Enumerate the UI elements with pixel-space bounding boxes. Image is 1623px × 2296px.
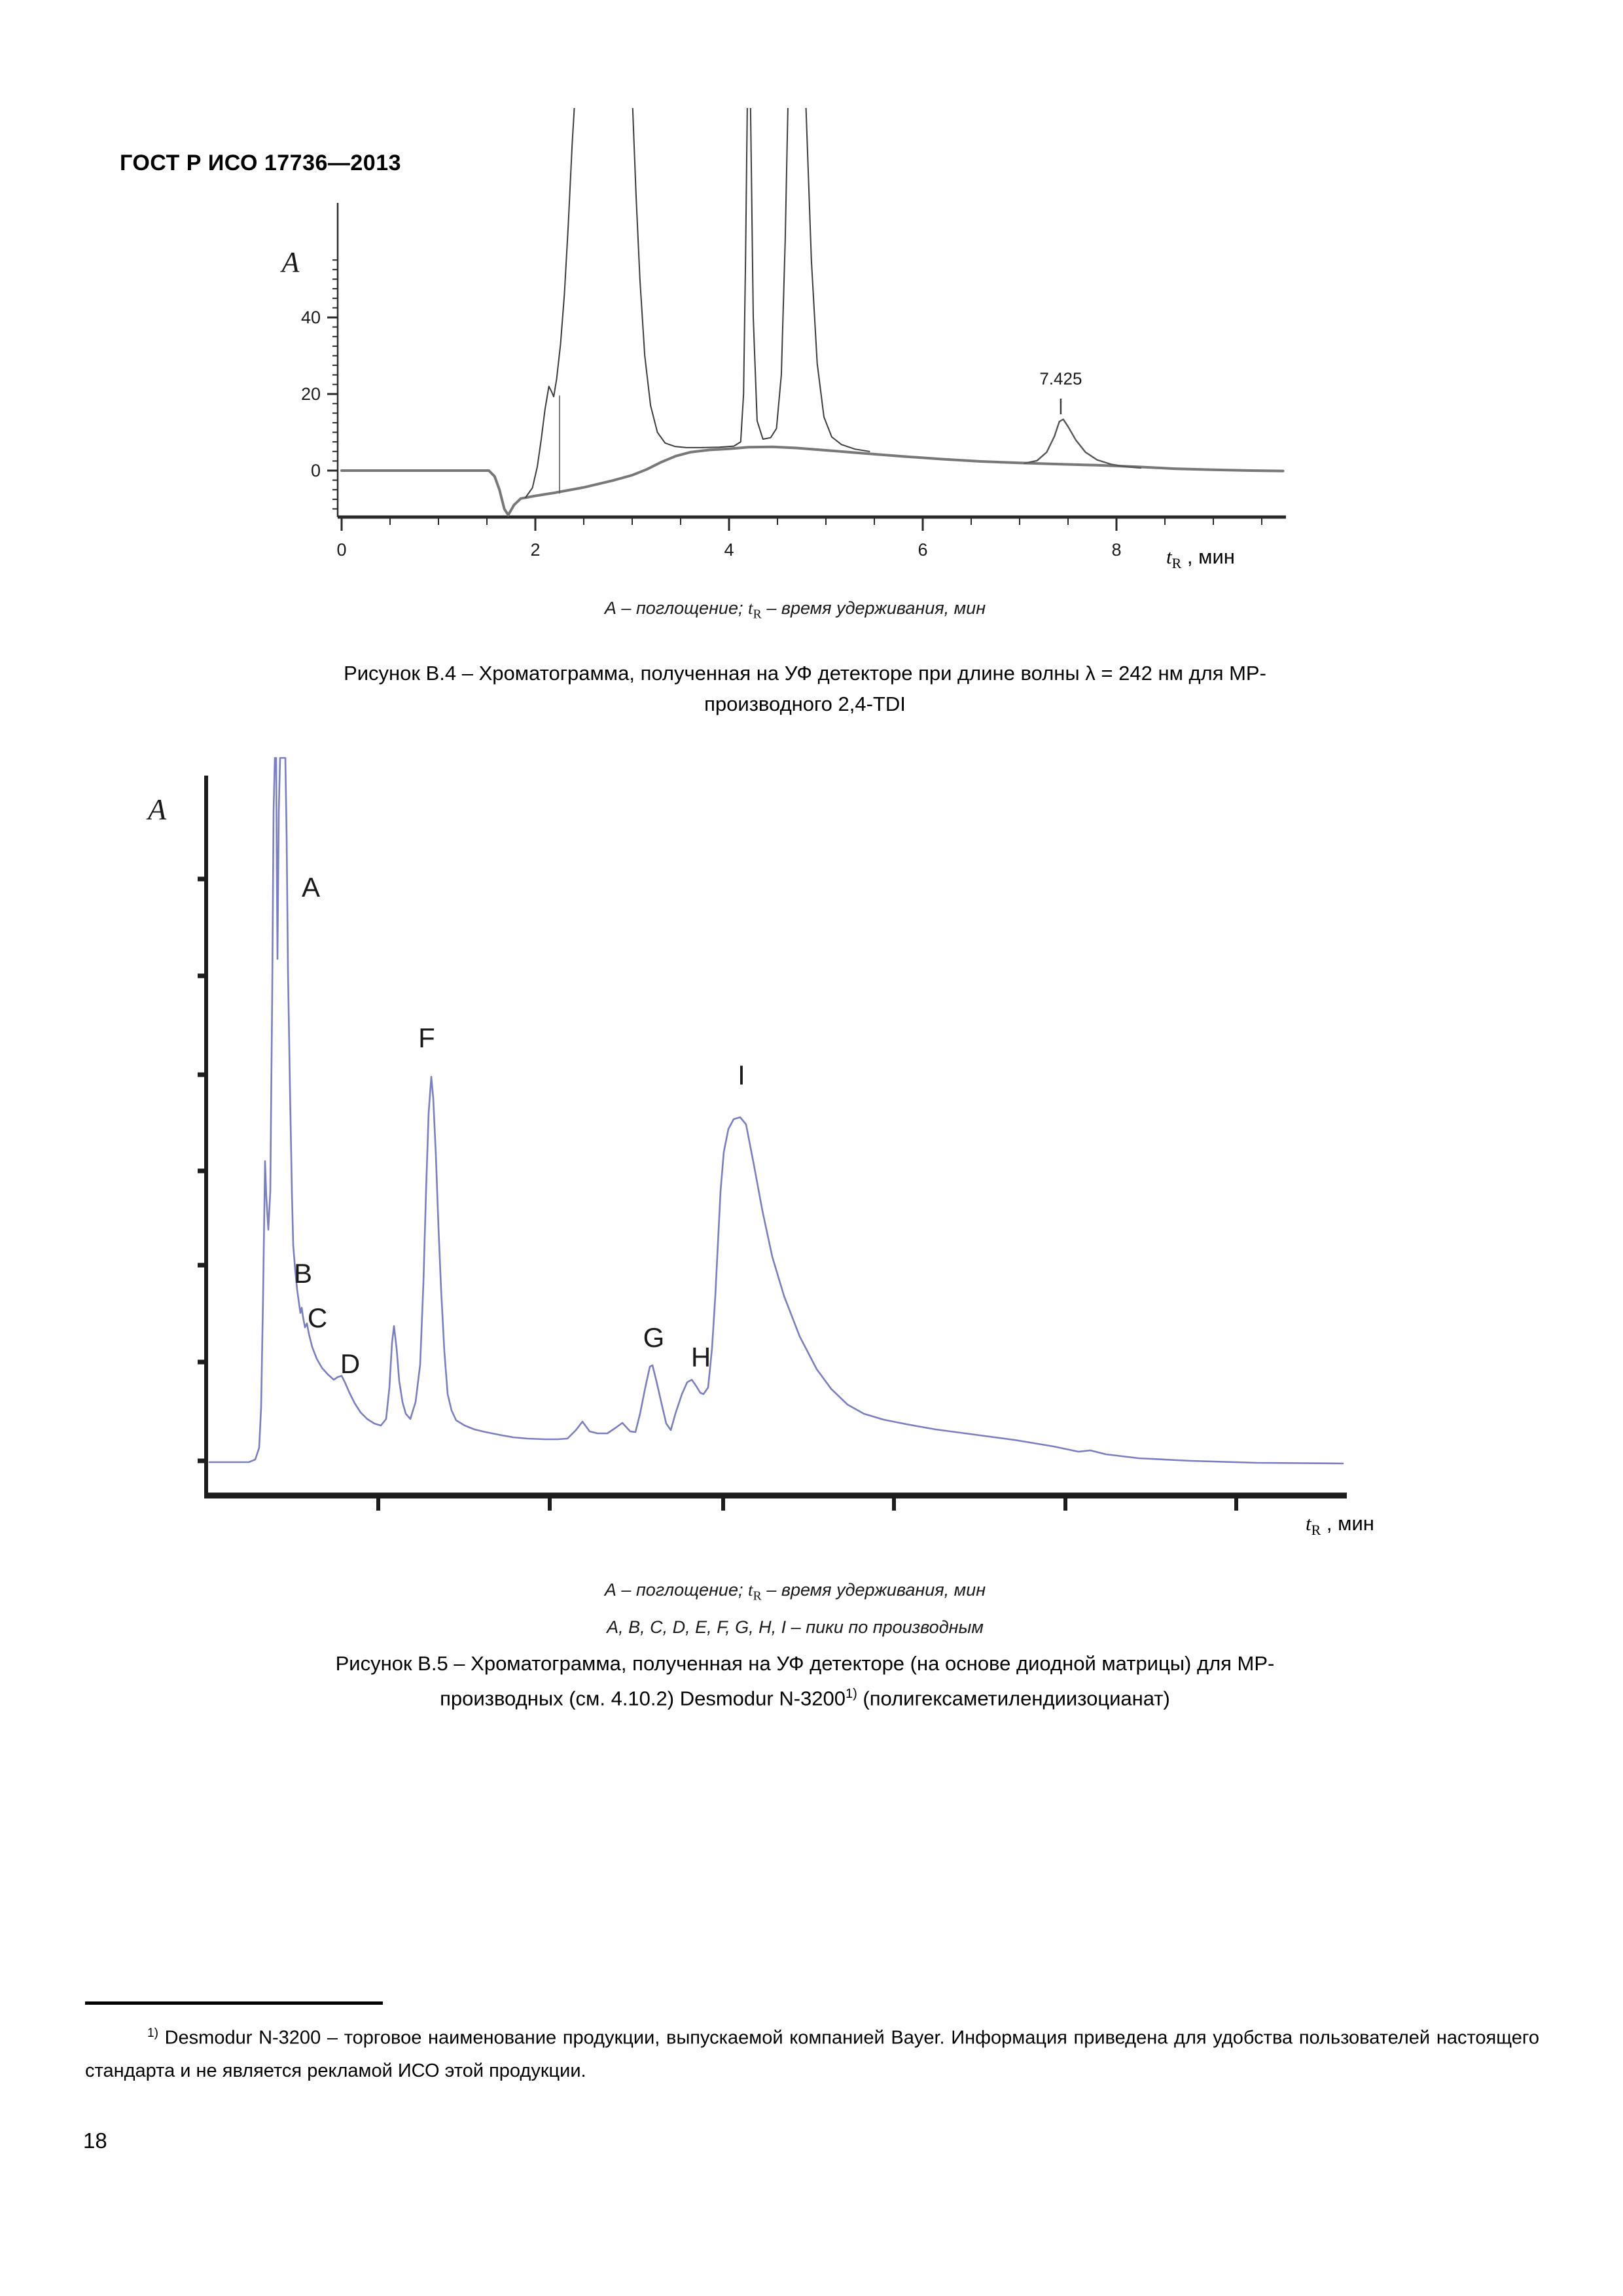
b5-peak-label-B: B	[294, 1258, 312, 1289]
t-subscript: R	[753, 607, 762, 622]
t-subscript: R	[753, 1588, 762, 1604]
chart-b5-legend-line1: А – поглощение; tR – время удерживания, …	[85, 1574, 1505, 1611]
b5-chromatogram-trace	[208, 757, 1344, 1465]
figure-b4-caption: Рисунок В.4 – Хроматограмма, полученная …	[95, 658, 1515, 719]
figure-b4-caption-line1: Рисунок В.4 – Хроматограмма, полученная …	[344, 662, 1266, 685]
chromatogram-figure-b5: A A BCD F GH I	[146, 757, 1347, 1511]
footnote-text: Desmodur N-3200 – торговое наименование …	[85, 2027, 1539, 2081]
xaxis-units: , мин	[1321, 1512, 1374, 1535]
legend-text: А – поглощение;	[604, 1580, 748, 1600]
chart-b5-xaxis-label: tR , мин	[1306, 1512, 1374, 1539]
b4-peak-annotation: 7.425	[1039, 368, 1082, 388]
b4-x-tick-label: 2	[530, 540, 540, 560]
figure-b5-caption-line1: Рисунок В.5 – Хроматограмма, полученная …	[335, 1652, 1275, 1675]
caption-text: (полигексаметилендиизоцианат)	[857, 1687, 1170, 1710]
t-symbol: t	[1306, 1512, 1311, 1535]
b5-peak-label-H: H	[691, 1342, 711, 1372]
b4-y-tick-label: 40	[301, 308, 321, 327]
b5-peak-label-G: G	[643, 1322, 665, 1353]
figure-b5-caption: Рисунок В.5 – Хроматограмма, полученная …	[95, 1648, 1515, 1713]
b4-x-tick-label: 4	[724, 540, 734, 560]
b4-y-axis-title: A	[280, 246, 300, 278]
b4-peak-trace	[525, 108, 575, 498]
b5-peak-label-I: I	[738, 1060, 745, 1090]
b5-y-axis-title: A	[146, 793, 167, 826]
footnote: 1) Desmodur N-3200 – торговое наименован…	[85, 2017, 1539, 2087]
t-symbol: t	[1166, 545, 1172, 568]
figure-b5-caption-line2: производных (см. 4.10.2) Desmodur N-3200…	[95, 1679, 1515, 1713]
chart-b4-legend: А – поглощение; tR – время удерживания, …	[85, 592, 1505, 630]
b5-peak-label-F: F	[418, 1022, 435, 1053]
figure-b4-caption-line2: производного 2,4-TDI	[704, 692, 906, 715]
b5-peak-label-C: C	[308, 1302, 327, 1333]
b4-peak-trace	[749, 108, 789, 440]
page-number: 18	[83, 2128, 107, 2153]
b5-peak-label-D: D	[340, 1348, 360, 1379]
chart-b4-xaxis-label: tR , мин	[1166, 545, 1235, 572]
t-subscript: R	[1171, 555, 1182, 572]
b4-peak-7425-trace	[1024, 418, 1142, 469]
legend-text: – время удерживания, мин	[761, 598, 986, 618]
b4-peak-trace	[632, 108, 748, 448]
document-header: ГОСТ Р ИСО 17736—2013	[120, 151, 402, 175]
t-symbol: t	[747, 598, 753, 618]
b4-baseline-trace	[340, 445, 1285, 516]
t-symbol: t	[747, 1580, 753, 1600]
b4-x-tick-label: 6	[918, 540, 927, 560]
footnote-reference: 1)	[846, 1687, 857, 1701]
xaxis-units: , мин	[1181, 545, 1235, 568]
b5-peak-label-A: A	[302, 872, 320, 903]
legend-text: А – поглощение;	[604, 598, 748, 618]
legend-text: – время удерживания, мин	[761, 1580, 986, 1600]
b4-y-tick-label: 20	[301, 384, 321, 404]
caption-text: производных (см. 4.10.2) Desmodur N-3200	[440, 1687, 846, 1710]
b4-x-tick-label: 8	[1111, 540, 1121, 560]
chart-b5-legend-line2: A, B, C, D, E, F, G, H, I – пики по прои…	[607, 1617, 984, 1638]
b4-y-tick-label: 0	[311, 461, 321, 480]
b4-x-tick-label: 0	[336, 540, 346, 560]
t-subscript: R	[1311, 1522, 1321, 1539]
chromatogram-figure-b4: 0 20 40 0 2 4 6 8 A 7.425	[280, 108, 1286, 560]
footnote-marker: 1)	[147, 2026, 158, 2040]
footnote-separator	[85, 2001, 383, 2005]
b5-plot-group: A A BCD F GH I	[146, 757, 1347, 1511]
b4-peak-trace	[805, 108, 870, 452]
chart-b5-legend: А – поглощение; tR – время удерживания, …	[85, 1574, 1505, 1643]
